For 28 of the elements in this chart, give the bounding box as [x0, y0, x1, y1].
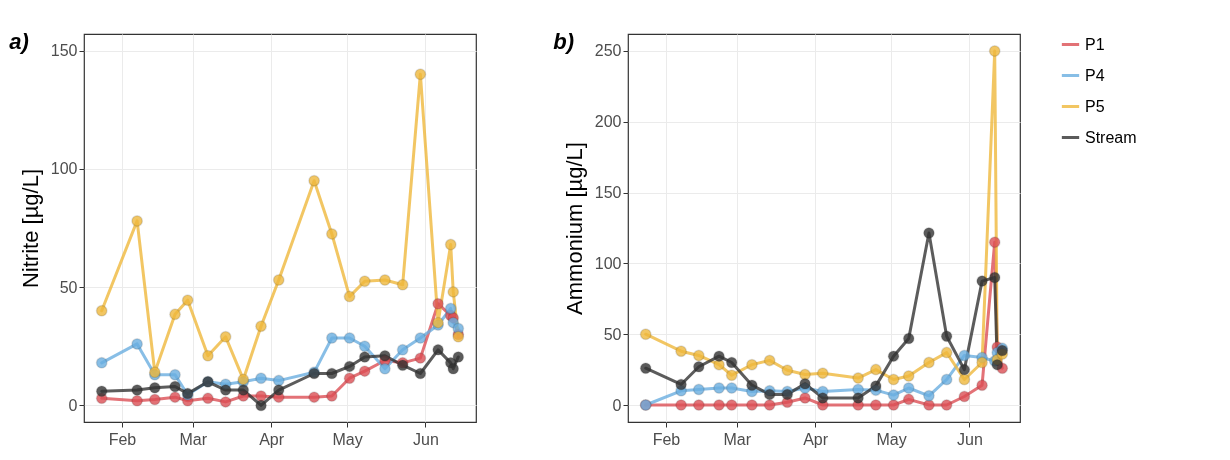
- legend-label: Stream: [1085, 128, 1137, 146]
- y-tick-label: 250: [594, 42, 622, 60]
- y-tick-label: 50: [59, 278, 78, 296]
- x-tick-label: Mar: [179, 430, 208, 448]
- y-tick-label: 150: [594, 184, 622, 202]
- y-tick-label: 0: [612, 396, 622, 414]
- x-tick-label: May: [332, 430, 363, 448]
- y-axis-title: Ammonium [µg/L]: [561, 142, 587, 315]
- legend-label: P4: [1085, 66, 1105, 84]
- x-tick-label: Apr: [803, 430, 829, 448]
- x-tick-label: Mar: [723, 430, 752, 448]
- x-tick-label: Feb: [652, 430, 681, 448]
- x-tick-label: May: [876, 430, 907, 448]
- y-tick-label: 200: [594, 113, 622, 131]
- x-tick-label: Jun: [957, 430, 983, 448]
- y-tick-label: 100: [50, 160, 78, 178]
- chart-title: b): [553, 29, 575, 54]
- y-tick-label: 150: [50, 42, 78, 60]
- y-axis-title: Nitrite [µg/L]: [17, 168, 43, 289]
- chart-title: a): [9, 29, 29, 54]
- x-tick-label: Apr: [259, 430, 285, 448]
- y-tick-label: 100: [594, 254, 622, 272]
- legend-label: P1: [1085, 35, 1105, 53]
- legend-label: P5: [1085, 97, 1105, 115]
- y-tick-label: 50: [603, 325, 622, 343]
- x-tick-label: Jun: [413, 430, 439, 448]
- x-tick-label: Feb: [108, 430, 137, 448]
- y-tick-label: 0: [68, 396, 78, 414]
